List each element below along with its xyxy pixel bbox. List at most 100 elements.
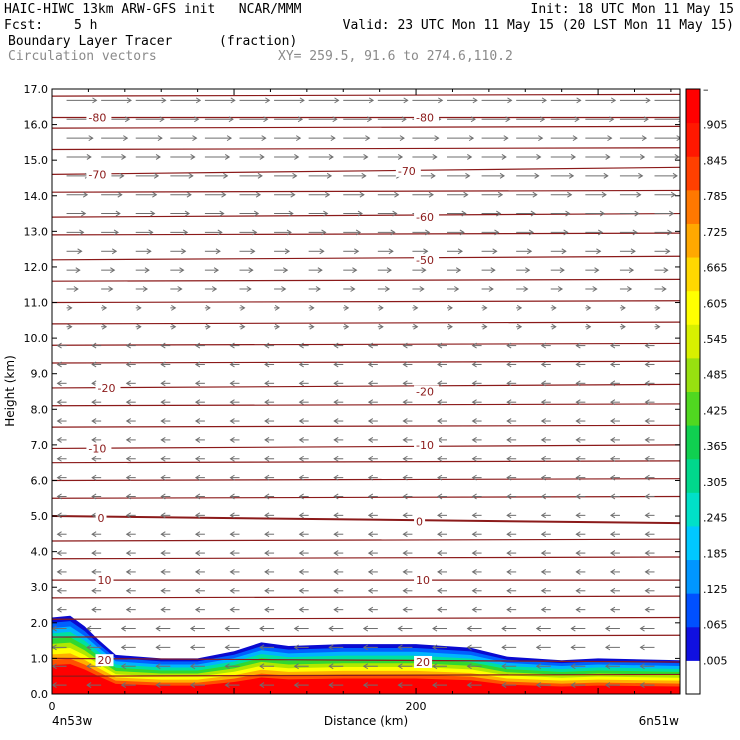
wind-vector-head (295, 135, 302, 142)
wind-vector-head (88, 135, 94, 142)
wind-vector-head (224, 644, 230, 651)
colorbar-frame (685, 88, 701, 695)
wind-vector-head (117, 191, 123, 198)
y-tick-label: 15.0 (24, 154, 49, 167)
contour-label: 20 (98, 654, 112, 667)
wind-vector-head (229, 587, 235, 594)
wind-vector-head (86, 154, 92, 160)
contour-line (52, 495, 680, 499)
wind-vector-head (144, 267, 150, 274)
colorbar-label: .785 (703, 190, 728, 203)
wind-vector-head (586, 323, 592, 330)
wind-vector-head (125, 342, 131, 349)
wind-vector-head (437, 380, 443, 387)
contour-label-bg (414, 253, 440, 266)
wind-vector-head (159, 116, 165, 123)
wind-vector-head (328, 682, 334, 689)
contour-line (52, 515, 680, 525)
wind-vector-head (317, 267, 323, 274)
wind-vector-head (402, 587, 408, 594)
wind-vector-head (160, 455, 166, 462)
wind-vector-head (402, 512, 408, 519)
wind-vector-head (265, 97, 271, 104)
wind-vector-head (264, 587, 270, 594)
wind-vector-head (229, 474, 235, 481)
wind-vector-head (466, 625, 472, 632)
y-tick-label: 3.0 (31, 581, 49, 594)
wind-vector-head (575, 455, 581, 462)
wind-vector-head (482, 304, 488, 311)
wind-vector-head (194, 587, 201, 594)
wind-vector-head (413, 304, 419, 311)
wind-vector-head (160, 418, 166, 424)
wind-vector-head (639, 644, 645, 651)
wind-vector-head (425, 229, 431, 236)
colorbar-label: .725 (703, 226, 728, 239)
wind-vector-head (343, 323, 350, 330)
contour-line (52, 595, 680, 599)
wind-vector-head (567, 191, 573, 198)
wind-vector-head (282, 267, 289, 274)
wind-vector-head (540, 493, 547, 500)
wind-vector-head (91, 569, 97, 575)
wind-vector-head (540, 342, 547, 349)
wind-vector-head (157, 135, 163, 142)
wind-vector-head (397, 663, 403, 670)
wind-vector-head (215, 248, 221, 255)
wind-vector-head (77, 248, 83, 255)
contour-labels: -80 -80 -70 -70 -60 -50 -20 -20 -10 -10 0 0 10 10 20 20 (86, 111, 440, 669)
contour-line (52, 321, 680, 325)
wind-vector-head (565, 210, 571, 217)
wind-vector-head (644, 512, 650, 519)
wind-vector-head (298, 380, 304, 387)
wind-vector-head (298, 587, 304, 594)
wind-vector-head (264, 512, 270, 519)
wind-vector-head (240, 304, 246, 311)
colorbar-segment (686, 257, 700, 292)
wind-vector-head (471, 474, 477, 481)
wind-vector-head (471, 342, 477, 349)
wind-vector-head (471, 550, 477, 556)
wind-vector-head (219, 210, 225, 217)
wind-vector-head (259, 644, 265, 651)
wind-vector-head (224, 663, 230, 670)
contour-line (52, 255, 680, 261)
wind-vector-head (250, 248, 256, 255)
wind-vector-head (447, 323, 453, 330)
wind-vector-head (91, 361, 97, 368)
wind-vector-head (229, 342, 235, 349)
wind-vector-head (91, 493, 97, 500)
wind-vector-head (471, 531, 477, 538)
wind-vector-head (352, 267, 358, 274)
wind-vector-head (333, 493, 339, 500)
wind-vector-head (194, 116, 200, 123)
wind-vector-head (428, 191, 434, 198)
wind-vector-head (264, 569, 270, 575)
contour-label: 20 (416, 656, 430, 669)
wind-vector-head (56, 550, 62, 556)
wind-vector-head (641, 135, 648, 142)
wind-vector-head (437, 531, 443, 538)
wind-vector-head (113, 229, 119, 236)
wind-vector-head (432, 154, 438, 160)
wind-vector-head (570, 682, 576, 689)
colorbar-label: .245 (703, 512, 728, 525)
wind-vector-head (124, 116, 131, 123)
wind-vector-head (540, 455, 547, 462)
wind-vector-head (333, 418, 339, 424)
wind-vector-head (355, 229, 362, 236)
wind-vector-head (274, 323, 281, 330)
wind-vector-head (536, 154, 542, 160)
wind-vector-head (281, 286, 287, 292)
contour-label: -10 (416, 439, 434, 452)
wind-vector-head (125, 569, 131, 575)
wind-vector-head (86, 644, 92, 651)
wind-vector-head (252, 229, 258, 236)
wind-vector-head (490, 267, 496, 274)
wind-vector-head (401, 116, 407, 123)
wind-vector-head (298, 493, 304, 500)
wind-vector-head (665, 248, 671, 255)
wind-vector-head (229, 512, 235, 519)
wind-vector-head (609, 606, 616, 613)
wind-vector-head (357, 210, 363, 217)
